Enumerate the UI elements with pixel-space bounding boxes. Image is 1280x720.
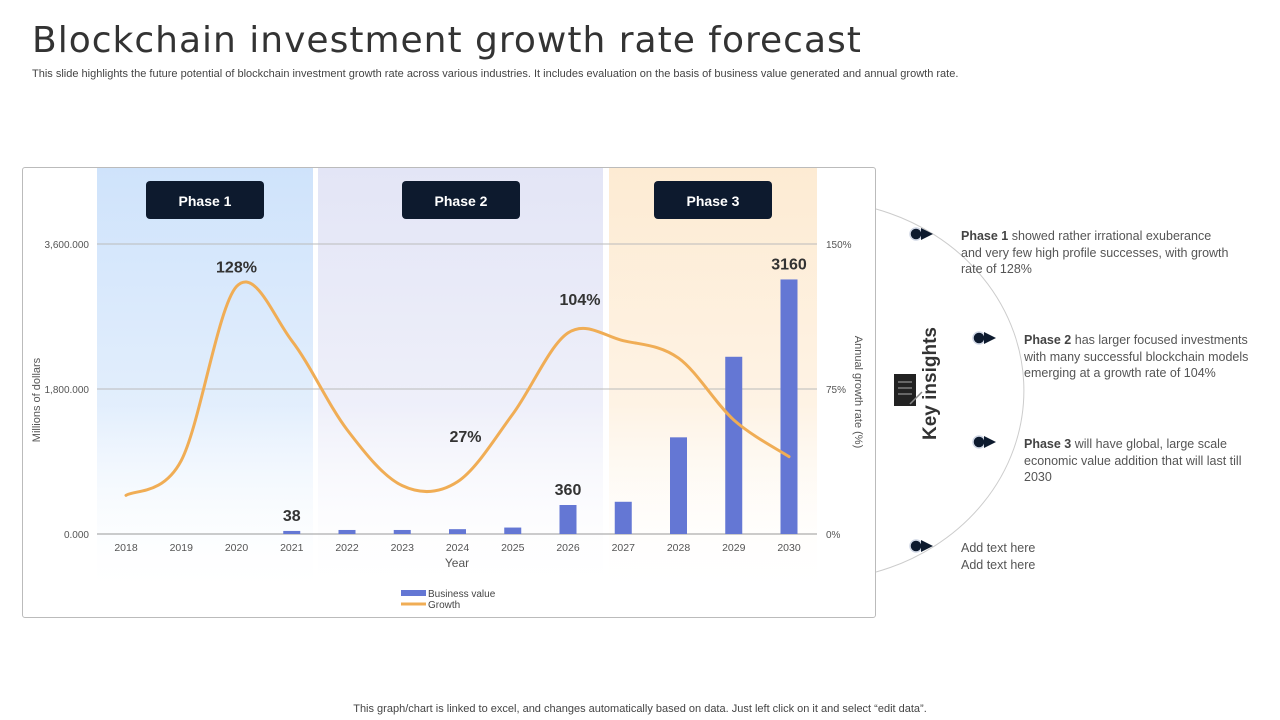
page-subtitle: This slide highlights the future potenti… — [32, 68, 959, 80]
bar-2024 — [449, 529, 466, 534]
phase-badge-2 — [402, 181, 520, 219]
insight-text: will have global, large scale economic v… — [1024, 437, 1242, 484]
phase-badge-3 — [654, 181, 772, 219]
y2-tick-label: 150% — [826, 240, 852, 251]
data-label: 38 — [283, 508, 301, 525]
bar-2021 — [283, 530, 301, 534]
y-axis-title: Millions of dollars — [31, 357, 43, 442]
legend-swatch-bars — [401, 590, 426, 596]
insight-text: has larger focused investments with many… — [1024, 333, 1249, 380]
bullet-arrow-icon — [908, 539, 933, 553]
bar-2027 — [614, 501, 632, 534]
phase-badge-label: Phase 3 — [687, 193, 740, 209]
phase-band-2 — [318, 168, 603, 600]
phase-badge-label: Phase 2 — [435, 193, 488, 209]
x-tick-label: 2023 — [391, 542, 415, 554]
insight-item: Phase 1 showed rather irrational exubera… — [961, 228, 1231, 278]
phase-badge-label: Phase 1 — [179, 193, 232, 209]
y2-tick-label: 75% — [826, 385, 846, 396]
insight-phase: Phase 1 — [961, 229, 1009, 243]
page-title: Blockchain investment growth rate foreca… — [32, 20, 862, 61]
bar-2026 — [559, 505, 577, 534]
insight-item: Phase 2 has larger focused investments w… — [1024, 332, 1249, 382]
x-tick-label: 2021 — [280, 542, 304, 554]
x-tick-label: 2030 — [777, 542, 801, 554]
x-tick-label: 2019 — [170, 542, 194, 554]
y-tick-label: 3,600.000 — [45, 240, 90, 251]
bar-2030 — [780, 279, 798, 534]
data-label: 128% — [216, 260, 257, 277]
insight-phase: Phase 3 — [1024, 437, 1072, 451]
x-tick-label: 2018 — [114, 542, 138, 554]
bullet-arrow-icon — [971, 331, 996, 345]
bar-2023 — [393, 529, 411, 534]
y-tick-label: 0.000 — [64, 530, 89, 541]
bar-2025 — [504, 527, 522, 534]
legend-label: Growth — [428, 600, 460, 611]
insight-phase: Phase 2 — [1024, 333, 1072, 347]
x-tick-label: 2027 — [612, 542, 636, 554]
x-tick-label: 2026 — [556, 542, 580, 554]
y2-tick-label: 0% — [826, 530, 841, 541]
data-label: 104% — [560, 292, 601, 309]
bullet-arrow-icon — [908, 227, 933, 241]
data-label: 3160 — [771, 256, 807, 273]
data-label: 360 — [555, 482, 582, 499]
bar-2022 — [338, 529, 356, 534]
x-tick-label: 2022 — [335, 542, 359, 554]
chart-frame[interactable] — [22, 167, 876, 618]
phase-badge-1 — [146, 181, 264, 219]
growth-line — [124, 280, 791, 497]
bullet-arrow-icon — [971, 435, 996, 449]
x-tick-label: 2028 — [667, 542, 691, 554]
insight-item: Phase 3 will have global, large scale ec… — [1024, 436, 1249, 486]
data-label: 27% — [449, 429, 481, 446]
insight-text: showed rather irrational exuberance and … — [961, 229, 1229, 276]
x-axis-title: Year — [445, 556, 469, 570]
x-tick-label: 2029 — [722, 542, 746, 554]
bar-2029 — [725, 356, 743, 534]
insight-text: Add text here Add text here — [961, 541, 1036, 572]
y-tick-label: 1,800.000 — [45, 385, 90, 396]
insight-item: Add text here Add text here — [961, 540, 1231, 573]
y2-axis-title: Annual growth rate (%) — [852, 336, 864, 449]
footer-note: This graph/chart is linked to excel, and… — [353, 703, 927, 715]
x-tick-label: 2020 — [225, 542, 249, 554]
bar-2028 — [670, 437, 687, 534]
legend-label: Business value — [428, 589, 496, 600]
x-tick-label: 2025 — [501, 542, 525, 554]
x-tick-label: 2024 — [446, 542, 470, 554]
